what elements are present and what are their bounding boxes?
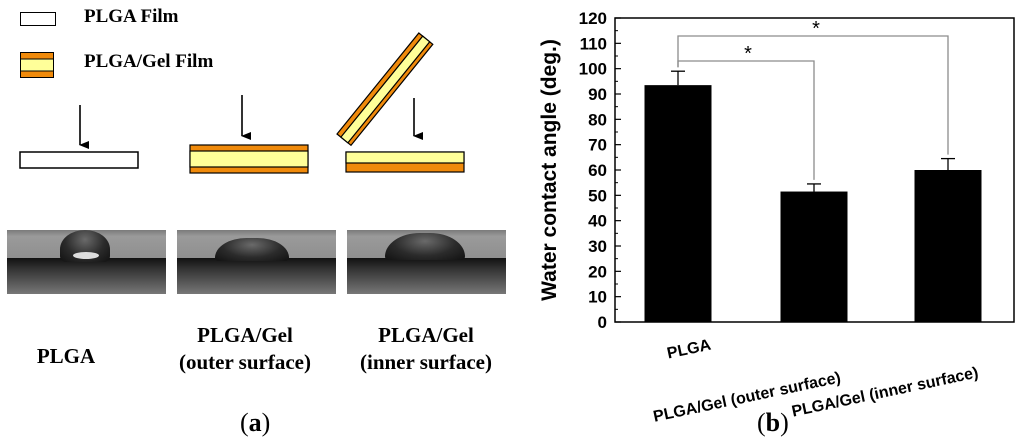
droplet-photo-inner [347,230,506,294]
y-tick-label: 30 [588,237,607,256]
bar [914,170,982,322]
sample-label-inner: PLGA/Gel (inner surface) [340,322,512,376]
plga-film-bar [19,151,139,169]
panel-b-caption: (b) [757,408,789,437]
sample-label-line2: (inner surface) [360,350,492,374]
plga-film-schematic [19,105,139,169]
y-tick-label: 120 [579,9,607,28]
significance-bracket [677,35,949,155]
y-tick-label: 20 [588,262,607,281]
droplet-photo-plga [7,230,166,294]
film-schematic [19,32,465,174]
significance-star: * [744,43,752,65]
x-tick-label: PLGA/Gel (outer surface) [652,369,843,425]
significance-star: * [812,18,820,40]
y-tick-label: 10 [588,288,607,307]
y-tick-label: 40 [588,212,607,231]
y-tick-label: 100 [579,60,607,79]
bar [780,191,848,322]
y-tick-label: 60 [588,161,607,180]
sample-label-line1: PLGA/Gel [378,323,474,347]
y-axis-label: Water contact angle (deg.) [538,39,561,301]
legend-swatch-plga-gel-film [20,52,54,78]
legend-label-plga-gel-film: PLGA/Gel Film [84,51,214,72]
bar [644,85,712,322]
y-tick-label: 50 [588,186,607,205]
y-tick-label: 90 [588,85,607,104]
sample-label-outer: PLGA/Gel (outer surface) [160,322,330,376]
plga-gel-inner-schematic [336,32,465,173]
sample-label-plga: PLGA [7,343,125,370]
y-tick-label: 0 [598,313,607,332]
sample-label-line1: PLGA/Gel [197,323,293,347]
x-tick-label: PLGA [666,337,713,363]
panel-a-caption: (a) [240,408,271,437]
y-tick-label: 70 [588,136,607,155]
sample-label-line2: (outer surface) [179,350,311,374]
legend-label-plga-film: PLGA Film [84,6,179,27]
legend-swatch-plga-film [20,12,56,26]
sample-label-line1: PLGA [36,344,96,368]
y-tick-label: 80 [588,110,607,129]
droplet-photo-outer [177,230,336,294]
plga-gel-outer-schematic [189,95,309,174]
y-tick-label: 110 [580,34,607,53]
